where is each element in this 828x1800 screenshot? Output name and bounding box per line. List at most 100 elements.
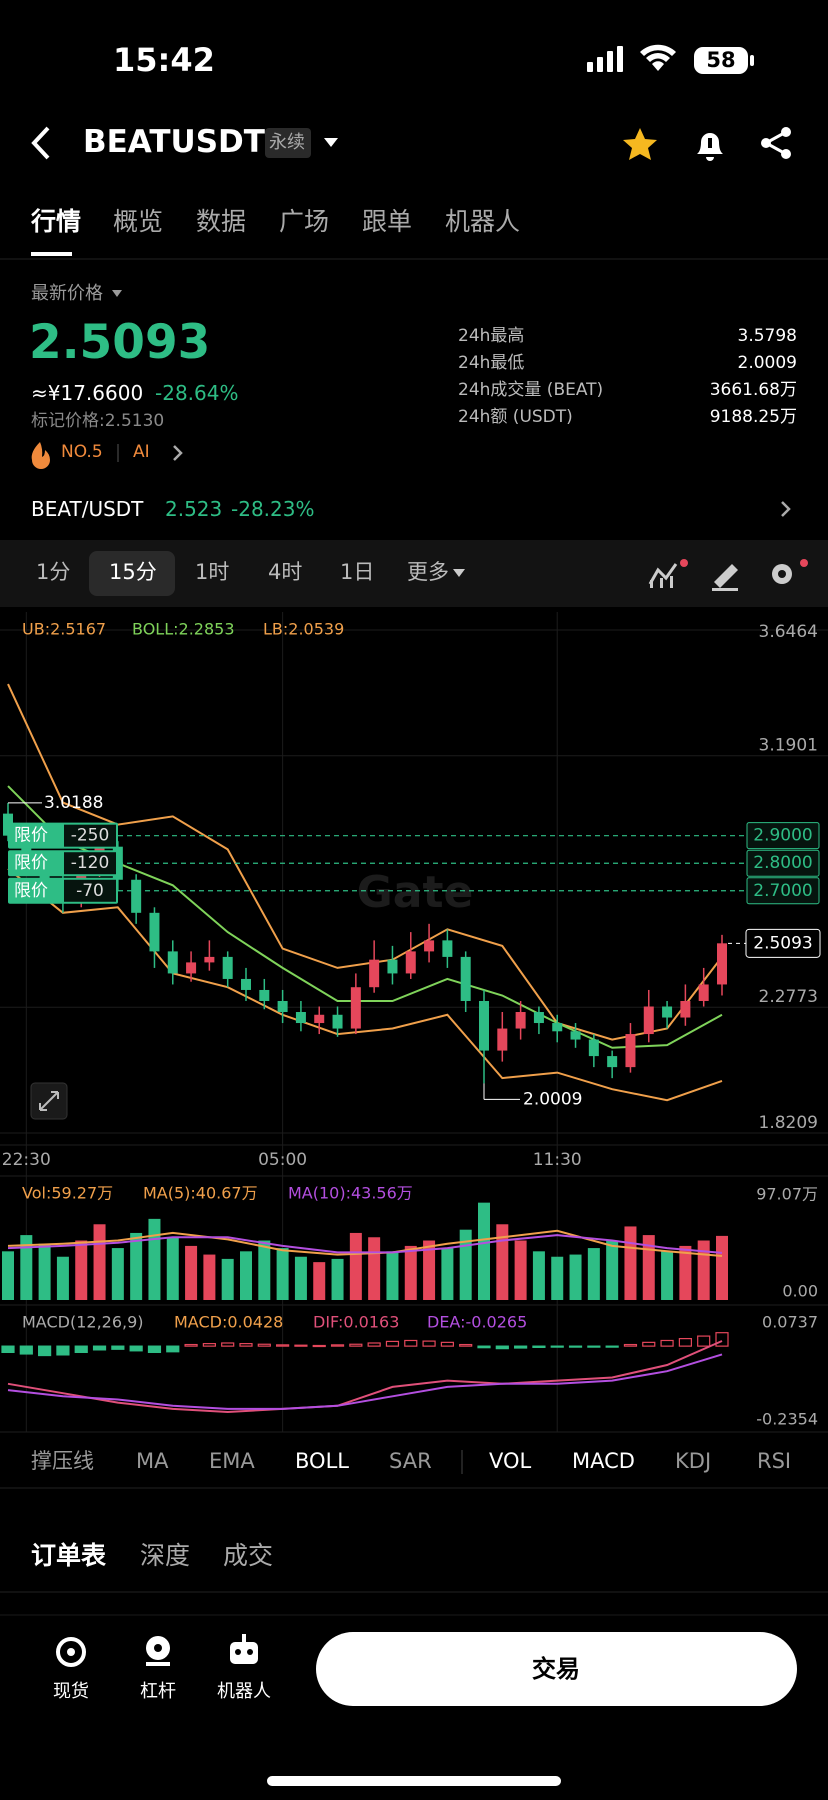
indicator[interactable]: 撑压线 [31, 1449, 94, 1473]
margin-icon[interactable] [146, 1636, 170, 1666]
macd-bar [477, 1345, 491, 1349]
tag-box [265, 128, 311, 158]
macd-bar [550, 1345, 564, 1348]
volume-bar [569, 1254, 582, 1300]
order-tab[interactable]: 订单表 [31, 1541, 107, 1570]
indicator[interactable]: RSI [757, 1449, 792, 1473]
dropdown-caret[interactable] [324, 138, 338, 147]
candle-body [387, 959, 398, 974]
last-price: 2.5093 [29, 315, 211, 370]
low-label: 2.0009 [523, 1089, 582, 1109]
interval[interactable]: 更多 [407, 560, 449, 584]
order-tab[interactable]: 深度 [140, 1541, 191, 1570]
indicator[interactable]: KDJ [675, 1449, 712, 1473]
nav-label[interactable]: 现货 [53, 1681, 89, 1702]
expand-button[interactable] [30, 1082, 68, 1120]
macd-bar [459, 1343, 473, 1347]
volume-ma-line [7, 1234, 723, 1254]
tab[interactable]: 机器人 [445, 207, 521, 236]
volume-bar [2, 1251, 14, 1300]
nav-label[interactable]: 杠杆 [140, 1681, 176, 1702]
candle-body [497, 1028, 508, 1051]
tab-underline [31, 252, 72, 256]
candle-body [717, 943, 727, 985]
favorite-star[interactable] [623, 128, 657, 160]
macd-bar [715, 1332, 729, 1347]
limit-label: 限价 [14, 826, 48, 846]
tab[interactable]: 跟单 [362, 207, 413, 236]
volume-bar [56, 1256, 69, 1300]
order-tab[interactable]: 成交 [223, 1541, 274, 1570]
price-change: -28.64% [155, 381, 239, 405]
limit-price-box [746, 849, 820, 877]
indicator[interactable]: EMA [209, 1449, 255, 1473]
tab[interactable]: 广场 [279, 207, 330, 236]
legend: UB:2.5167 [22, 620, 106, 639]
indicator[interactable]: MA [136, 1449, 169, 1473]
macd-bar [38, 1345, 52, 1357]
spot-icon[interactable] [56, 1637, 86, 1667]
volume-bar [221, 1258, 234, 1300]
macd-bar [330, 1344, 345, 1347]
volume-bar [459, 1229, 472, 1300]
limit-offset: -120 [71, 853, 110, 873]
macd-bar [568, 1345, 583, 1348]
tab[interactable]: 数据 [196, 207, 247, 236]
pair-chevron[interactable] [781, 501, 791, 517]
boll-line [7, 683, 723, 1041]
candle-body [662, 1006, 673, 1018]
settings-icon[interactable] [772, 559, 808, 584]
macd-bar [367, 1342, 381, 1347]
high-label: 3.0188 [44, 793, 103, 813]
last-price-box [745, 928, 821, 958]
candle-body [350, 987, 361, 1029]
candle-body [625, 1034, 636, 1068]
trade-button[interactable]: 交易 [532, 1655, 580, 1683]
price-caret[interactable] [112, 290, 122, 297]
stat-label: 24h最低 [458, 353, 525, 373]
interval[interactable]: 1日 [340, 560, 375, 584]
macd-bar [623, 1343, 638, 1347]
interval[interactable]: 4时 [268, 560, 303, 584]
indicator[interactable]: SAR [389, 1449, 432, 1473]
more-caret[interactable] [453, 569, 465, 577]
y-tick-label: 3.1901 [759, 736, 818, 756]
draw-icon[interactable] [712, 564, 738, 591]
interval[interactable]: 15分 [109, 560, 157, 584]
boll-line [7, 867, 723, 1102]
macd-bar [404, 1339, 418, 1347]
indicator[interactable]: MACD [572, 1449, 635, 1473]
interval[interactable]: 1时 [195, 560, 230, 584]
indicator[interactable]: BOLL [295, 1449, 349, 1473]
trade-button-bg[interactable] [316, 1632, 797, 1706]
volume-bar [185, 1245, 198, 1300]
macd-bar [605, 1345, 619, 1348]
nav-label[interactable]: 机器人 [217, 1681, 271, 1702]
y-tick-label: 97.07万 [756, 1185, 818, 1204]
candle-body [369, 959, 380, 988]
interval[interactable]: 1分 [36, 560, 71, 584]
share-button[interactable] [761, 127, 791, 159]
macd-bar [147, 1345, 162, 1354]
x-tick-label: 11:30 [533, 1150, 582, 1170]
indicator-icon[interactable] [648, 559, 688, 588]
tab[interactable]: 概览 [113, 207, 164, 236]
chevron[interactable] [173, 445, 183, 461]
candle-body [479, 1000, 489, 1051]
volume-bar [203, 1254, 216, 1300]
volume-bar [642, 1235, 655, 1300]
candle-body [259, 989, 270, 1001]
macd-bar [642, 1341, 656, 1347]
stat-label: 24h最高 [458, 326, 525, 346]
ai-badge[interactable]: AI [133, 442, 150, 462]
macd-bar [678, 1337, 692, 1347]
bot-icon[interactable] [230, 1634, 258, 1664]
indicator[interactable]: VOL [489, 1449, 532, 1473]
candle-body [21, 835, 32, 864]
back-button[interactable] [31, 126, 50, 160]
tab[interactable]: 行情 [31, 207, 82, 236]
legend: MA(5):40.67万 [143, 1184, 258, 1203]
legend: LB:2.0539 [263, 620, 344, 639]
candle-body [186, 962, 197, 974]
